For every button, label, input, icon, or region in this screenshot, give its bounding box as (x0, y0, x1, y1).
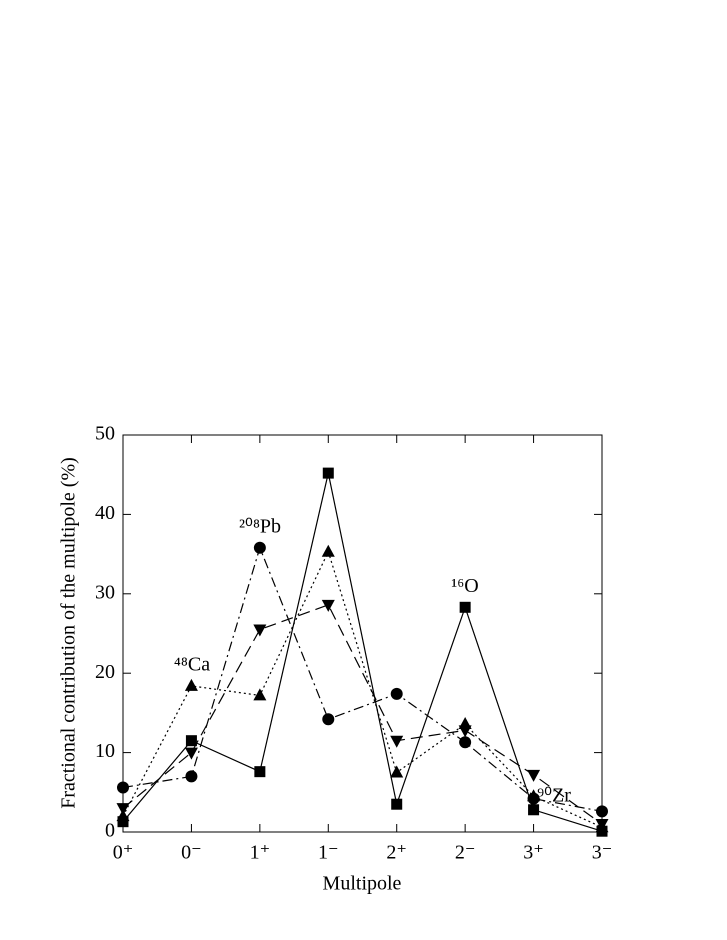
marker (596, 805, 608, 818)
x-tick-label: 2⁻ (455, 842, 476, 864)
marker (253, 688, 267, 701)
marker (184, 747, 198, 760)
marker (185, 770, 198, 783)
x-tick-label: 0⁻ (181, 842, 202, 864)
x-tick-label: 1⁻ (318, 842, 339, 864)
x-axis-label: Multipole (323, 873, 402, 895)
y-tick-label: 50 (95, 423, 115, 445)
marker (117, 816, 129, 828)
y-tick-label: 0 (105, 820, 115, 842)
marker (322, 713, 335, 726)
plot-frame (122, 434, 603, 833)
series-label: ⁴⁸Ca (174, 653, 210, 675)
marker (458, 725, 472, 738)
y-tick-label: 40 (95, 502, 115, 524)
marker (595, 819, 609, 832)
marker (185, 735, 197, 747)
series-line (122, 545, 603, 812)
y-axis-label: Fractional contribution of the multipole… (58, 457, 80, 809)
marker (254, 766, 266, 778)
marker (116, 803, 130, 816)
marker (321, 599, 335, 612)
marker (117, 781, 129, 794)
marker (391, 798, 403, 810)
marker (527, 789, 541, 802)
marker (390, 765, 404, 778)
marker (527, 769, 541, 782)
marker (184, 678, 198, 691)
series-label: ²⁰⁸Pb (239, 515, 281, 537)
series-line (122, 472, 603, 832)
y-tick-label: 20 (95, 661, 115, 683)
marker (390, 687, 403, 700)
marker (459, 736, 472, 749)
marker (459, 601, 471, 613)
x-tick-label: 1⁺ (250, 842, 271, 864)
marker (253, 624, 267, 637)
y-tick-label: 30 (95, 581, 115, 603)
x-tick-label: 3⁻ (592, 842, 613, 864)
marker (321, 544, 335, 557)
marker (528, 804, 540, 816)
series-label: ¹⁶O (451, 575, 478, 597)
marker (322, 467, 334, 479)
marker (253, 541, 266, 554)
x-tick-label: 3⁺ (523, 842, 544, 864)
series-line (122, 550, 603, 828)
marker (390, 735, 404, 748)
series-line (122, 604, 603, 825)
x-tick-label: 2⁺ (386, 842, 407, 864)
series-label: ⁹⁰Zr (537, 784, 571, 806)
x-tick-label: 0⁺ (113, 842, 134, 864)
y-tick-label: 10 (95, 740, 115, 762)
